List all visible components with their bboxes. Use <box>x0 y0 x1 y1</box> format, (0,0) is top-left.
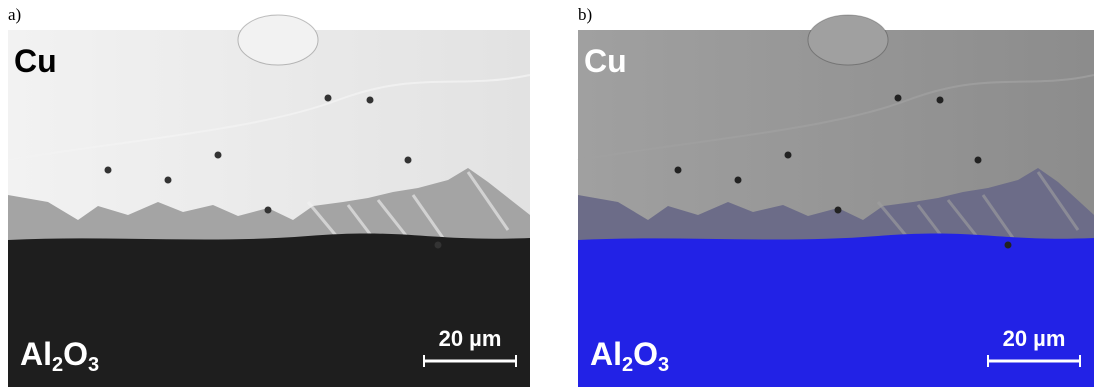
pore <box>405 157 412 164</box>
pore <box>435 242 442 249</box>
formula-part: 3 <box>658 354 669 376</box>
pore <box>895 95 902 102</box>
top-material: Cu <box>584 43 627 79</box>
formula-part: Al <box>590 336 622 372</box>
formula-part: Al <box>20 336 52 372</box>
panel-label: b) <box>578 5 592 24</box>
scale-bar-label: 20 µm <box>439 326 502 351</box>
pore <box>265 207 272 214</box>
formula-part: O <box>63 336 88 372</box>
micrograph: Cu Al2O3 20 µm <box>578 15 1094 387</box>
pore <box>835 207 842 214</box>
grain <box>808 15 888 65</box>
top-material: Cu <box>14 43 57 79</box>
pore <box>735 177 742 184</box>
pore <box>1005 242 1012 249</box>
figure: a)CuAl2O320 µmb)CuAl2O320 µm <box>0 0 1094 387</box>
micrograph: Cu Al2O3 20 µm <box>8 15 530 387</box>
pore <box>675 167 682 174</box>
scale-bar-label: 20 µm <box>1003 326 1066 351</box>
formula-part: 3 <box>88 354 99 376</box>
formula-part: O <box>633 336 658 372</box>
pore <box>105 167 112 174</box>
formula-part: 2 <box>52 354 63 376</box>
pore <box>325 95 332 102</box>
grain <box>238 15 318 65</box>
pore <box>165 177 172 184</box>
formula-part: 2 <box>622 354 633 376</box>
panel-label: a) <box>8 5 21 24</box>
pore <box>785 152 792 159</box>
pore <box>975 157 982 164</box>
pore <box>215 152 222 159</box>
pore <box>367 97 374 104</box>
pore <box>937 97 944 104</box>
